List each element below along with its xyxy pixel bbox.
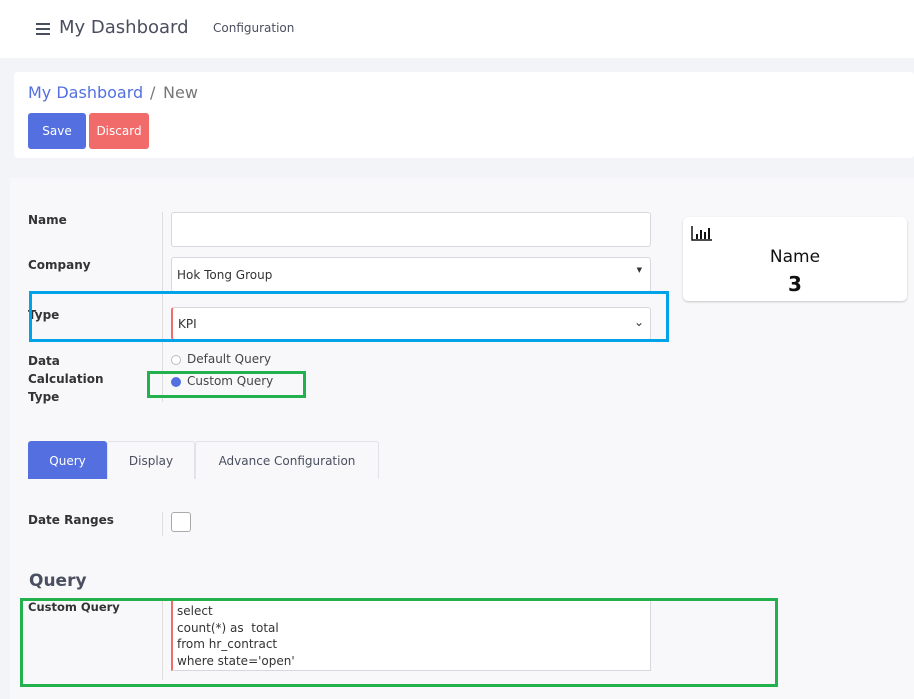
highlight-box-custom-query (147, 371, 306, 398)
company-select[interactable]: Hok Tong Group ▼ (171, 257, 651, 292)
query-line: select (177, 604, 213, 618)
query-line: where state='open' (177, 653, 295, 668)
app-title[interactable]: My Dashboard (59, 17, 189, 38)
radio-custom-query-label[interactable]: Custom Query (187, 374, 274, 388)
tab-advance-configuration[interactable]: Advance Configuration (195, 441, 379, 479)
hamburger-icon[interactable] (36, 23, 50, 35)
divider (162, 600, 163, 680)
highlight-box-custom-query-field (20, 598, 778, 687)
tab-display[interactable]: Display (107, 441, 195, 479)
query-section-title: Query (29, 571, 87, 591)
company-value: Hok Tong Group (177, 267, 273, 282)
date-ranges-label: Date Ranges (28, 513, 114, 527)
type-select[interactable]: KPI ⌄ (171, 307, 651, 340)
top-bar (0, 0, 914, 58)
breadcrumb-parent[interactable]: My Dashboard (28, 83, 144, 102)
chevron-down-icon: ⌄ (633, 315, 644, 329)
kpi-preview-card: Name 3 (683, 217, 907, 301)
type-value: KPI (178, 316, 197, 331)
name-label: Name (28, 213, 67, 227)
company-label: Company (28, 258, 91, 272)
highlight-box-type (29, 291, 669, 342)
nav-configuration[interactable]: Configuration (213, 21, 295, 35)
radio-default-query[interactable] (171, 355, 181, 365)
query-line: count(*) as total (177, 620, 279, 635)
discard-button[interactable]: Discard (89, 113, 149, 149)
calc-type-label: Data Calculation Type (28, 354, 104, 404)
divider (162, 212, 163, 402)
tab-query[interactable]: Query (28, 441, 107, 479)
breadcrumb-current: New (163, 83, 198, 102)
custom-query-label: Custom Query (28, 600, 120, 614)
control-panel (14, 72, 914, 158)
radio-custom-query[interactable] (171, 377, 181, 387)
caret-down-icon: ▼ (636, 266, 642, 274)
type-label: Type (28, 308, 60, 322)
divider (162, 512, 163, 536)
breadcrumb-separator: / (150, 83, 156, 102)
save-button[interactable]: Save (28, 113, 86, 149)
name-input[interactable] (171, 212, 651, 247)
query-line: from hr_contract (177, 637, 278, 651)
kpi-name: Name (769, 247, 821, 267)
date-ranges-checkbox[interactable] (171, 512, 191, 532)
radio-default-query-label[interactable]: Default Query (187, 352, 272, 366)
kpi-value: 3 (788, 272, 802, 296)
bar-chart-icon (691, 226, 712, 241)
